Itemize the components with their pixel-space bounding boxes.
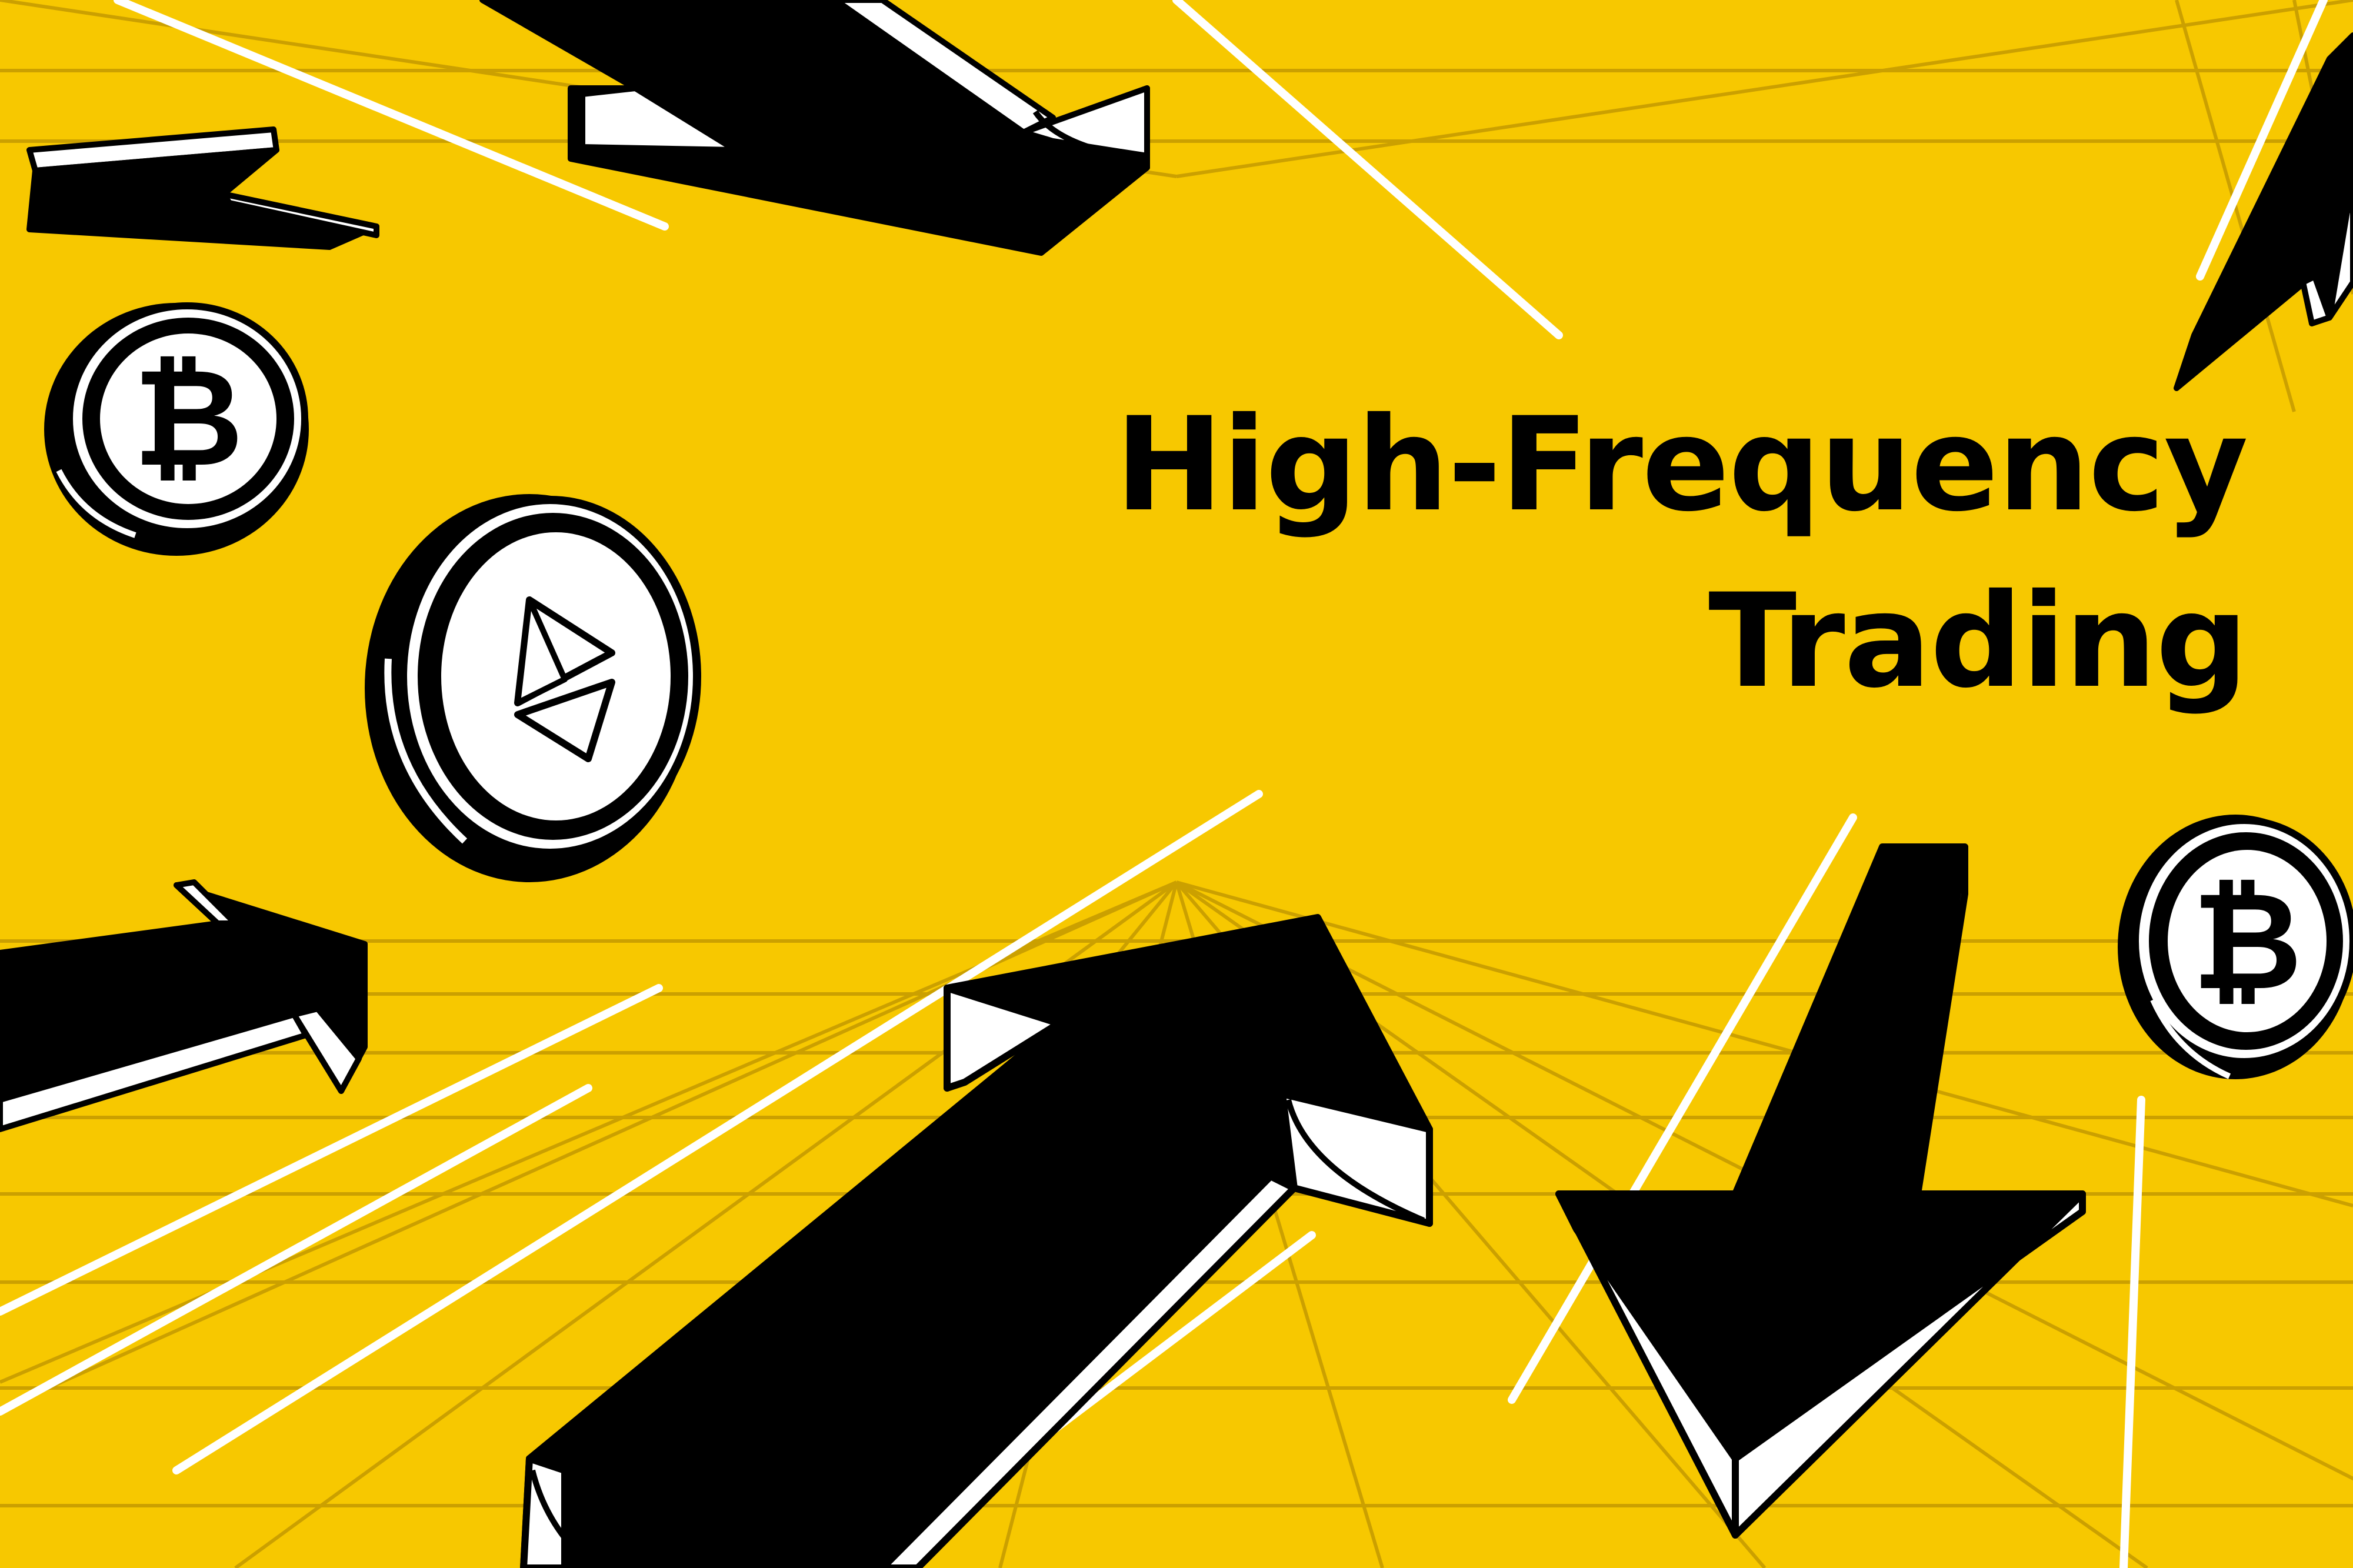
- arrow-top-center-icon: [479, 0, 1150, 256]
- bitcoin-coin-top-left-icon: ₿: [44, 302, 309, 556]
- headline-line-2: Trading: [1708, 566, 2248, 716]
- bitcoin-coin-right-icon: ₿: [2118, 815, 2353, 1079]
- headline: High-Frequency Trading: [659, 376, 2248, 729]
- headline-line-1: High-Frequency: [1115, 389, 2248, 540]
- svg-text:₿: ₿: [2192, 863, 2302, 1020]
- arrow-left-small-icon: [26, 126, 379, 250]
- arrow-down-icon: [1555, 843, 2086, 1539]
- ethereum-coin-icon: [365, 494, 701, 882]
- arrow-top-right-icon: [2174, 32, 2353, 391]
- svg-text:₿: ₿: [133, 340, 243, 497]
- arrow-left-middle-icon: [0, 879, 368, 1132]
- arrow-up-icon: [520, 914, 1433, 1568]
